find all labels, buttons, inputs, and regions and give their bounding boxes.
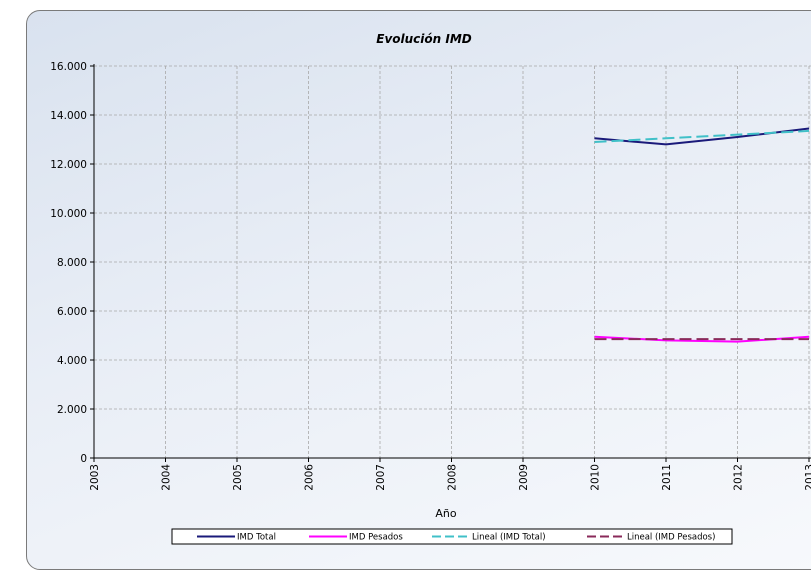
- legend-label-3: Lineal (IMD Total): [472, 533, 546, 543]
- x-tick-label: 2004: [161, 464, 173, 491]
- series-layer: [594, 127, 810, 343]
- grid-layer: [94, 65, 811, 458]
- legend-label-1: IMD Total: [237, 533, 276, 543]
- x-tick-label: 2013: [804, 464, 811, 491]
- x-tick-label: 2008: [447, 464, 459, 491]
- x-tick-label: 2009: [518, 464, 530, 491]
- y-tick-label: 8.000: [57, 257, 87, 269]
- axis-layer: [90, 64, 811, 462]
- x-tick-label: 2011: [661, 464, 673, 491]
- series-line-3: [594, 129, 810, 143]
- y-tick-label: 2.000: [57, 404, 87, 416]
- legend-label-2: IMD Pesados: [349, 533, 403, 543]
- y-tick-label: 14.000: [50, 110, 87, 122]
- legend-label-4: Lineal (IMD Pesados): [627, 533, 715, 543]
- y-tick-label: 0: [80, 453, 87, 465]
- x-tick-labels: 2003 2004 2005 2006 2007 2008 2009 2010 2011 2012…: [89, 464, 811, 491]
- chart-panel: Evolución IMD 0 2.000 4.000 6.000 8.000 10.00…: [26, 10, 811, 570]
- y-tick-label: 16.000: [50, 61, 87, 73]
- x-tick-label: 2003: [89, 464, 101, 491]
- y-tick-label: 4.000: [57, 355, 87, 367]
- x-tick-label: 2006: [304, 464, 316, 491]
- legend: IMD Total IMD Pesados Lineal (IMD Total) Li…: [197, 533, 715, 543]
- x-tick-label: 2007: [375, 464, 387, 491]
- y-tick-label: 6.000: [57, 306, 87, 318]
- chart-svg: Evolución IMD 0 2.000 4.000 6.000 8.000 10.00…: [50, 32, 811, 545]
- chart-title: Evolución IMD: [376, 32, 472, 46]
- y-tick-label: 12.000: [50, 159, 87, 171]
- y-tick-label: 10.000: [50, 208, 87, 220]
- x-tick-label: 2005: [232, 464, 244, 491]
- y-tick-labels: 0 2.000 4.000 6.000 8.000 10.000 12.000 14.000 1…: [50, 61, 87, 465]
- x-tick-label: 2012: [733, 464, 745, 491]
- x-tick-label: 2010: [590, 464, 602, 491]
- x-axis-label: Año: [435, 507, 456, 520]
